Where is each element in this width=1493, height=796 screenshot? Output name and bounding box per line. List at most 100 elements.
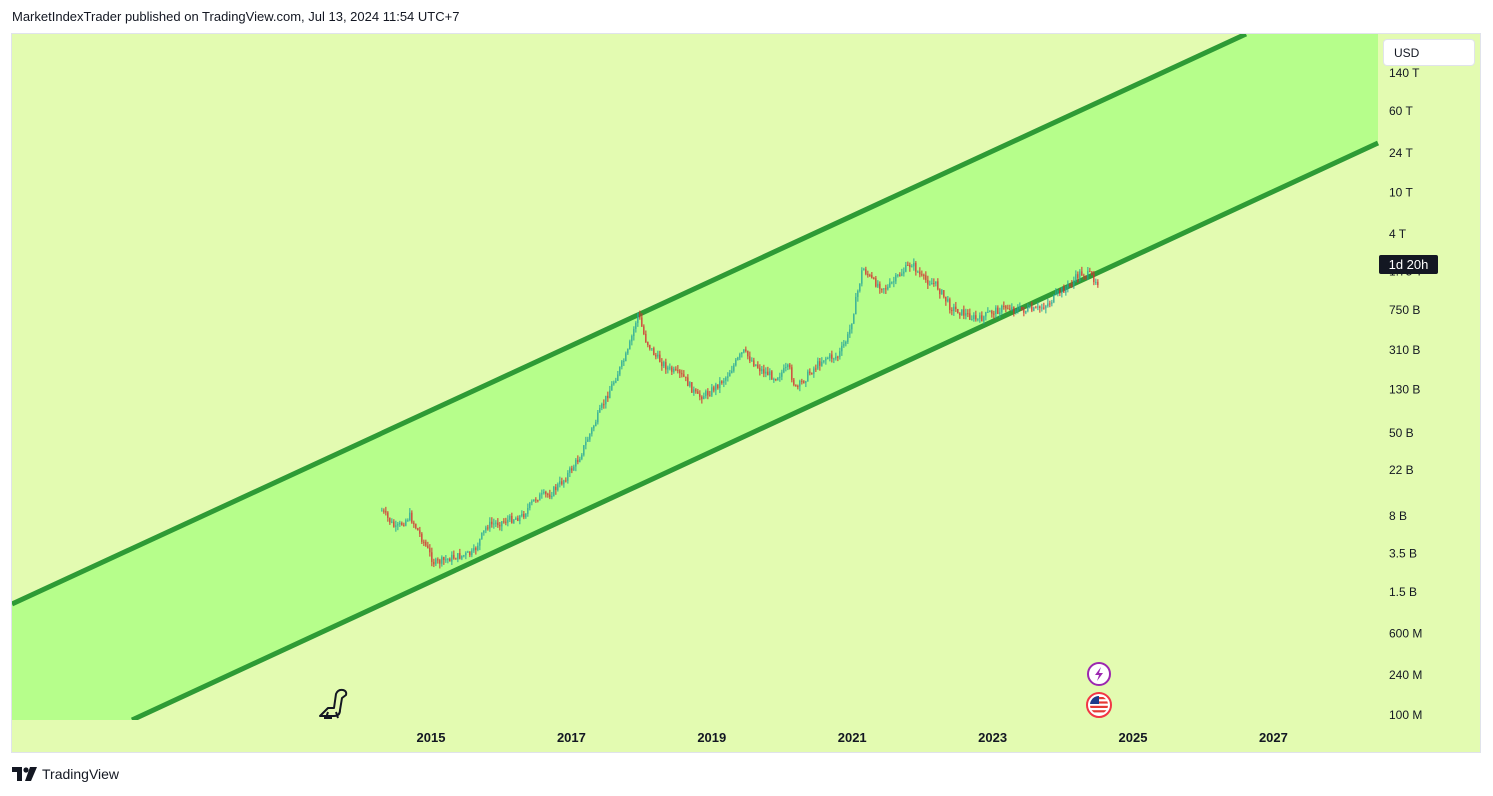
candle-body: [599, 407, 601, 413]
candle-body: [1027, 307, 1029, 311]
candle-body: [915, 262, 917, 272]
candle-body: [731, 370, 733, 373]
candle-body: [1033, 307, 1035, 311]
candle-body: [581, 454, 583, 459]
candle-body: [1011, 307, 1013, 310]
candle-body: [809, 371, 811, 374]
candle-body: [955, 306, 957, 310]
candle-body: [483, 530, 485, 533]
candle-body: [935, 281, 937, 284]
candle-body: [475, 548, 477, 550]
candle-body: [967, 313, 969, 315]
channel-lower-line[interactable]: [130, 140, 1380, 723]
candle-body: [673, 368, 675, 372]
lightning-icon[interactable]: [1087, 662, 1111, 686]
candle-body: [737, 357, 739, 360]
y-tick-label: 8 B: [1389, 509, 1407, 523]
candle-body: [413, 522, 415, 525]
dinosaur-icon[interactable]: [319, 688, 348, 719]
us-flag-icon[interactable]: [1086, 692, 1112, 718]
candle-body: [729, 372, 731, 377]
channel-upper-line[interactable]: [12, 34, 1248, 607]
candle-body: [465, 552, 467, 556]
currency-button[interactable]: USD: [1383, 39, 1475, 66]
candle-body: [825, 358, 827, 361]
candle-body: [427, 545, 429, 548]
candle-body: [869, 274, 871, 276]
candle-body: [489, 521, 491, 529]
candle-body: [997, 307, 999, 314]
candle-body: [655, 355, 657, 357]
candle-body: [817, 361, 819, 369]
candle-body: [883, 288, 885, 290]
candle-body: [1055, 292, 1057, 295]
candle-body: [1087, 270, 1089, 277]
candle-body: [1009, 308, 1011, 310]
candle-body: [477, 545, 479, 550]
candle-body: [383, 510, 385, 512]
candle-body: [403, 524, 405, 526]
candle-body: [897, 274, 899, 276]
candle-body: [437, 559, 439, 561]
y-tick-label: 22 B: [1389, 463, 1414, 477]
candle-body: [811, 373, 813, 375]
candle-body: [461, 555, 463, 559]
candle-body: [717, 384, 719, 389]
candle-body: [561, 481, 563, 485]
candle-body: [607, 395, 609, 399]
candle-body: [939, 289, 941, 295]
candle-body: [1083, 275, 1085, 277]
candle-body: [985, 312, 987, 317]
candle-body: [457, 553, 459, 560]
candle-body: [867, 274, 869, 276]
candle-body: [1075, 274, 1077, 281]
candle-body: [559, 481, 561, 485]
candle-body: [389, 517, 391, 523]
candle-body: [1089, 270, 1091, 272]
candle-body: [539, 494, 541, 501]
candle-body: [1047, 303, 1049, 306]
time-axis[interactable]: [12, 720, 1378, 752]
candle-body: [767, 371, 769, 376]
candle-body: [525, 513, 527, 518]
candle-body: [1059, 290, 1061, 294]
x-tick-label: 2027: [1259, 730, 1288, 745]
candle-body: [503, 521, 505, 523]
candle-body: [789, 364, 791, 368]
candle-body: [911, 266, 913, 268]
candle-body: [631, 336, 633, 342]
candle-body: [1061, 287, 1063, 294]
tradingview-wordmark: TradingView: [42, 766, 120, 782]
candle-body: [971, 319, 973, 321]
candle-body: [397, 524, 399, 526]
candle-body: [823, 360, 825, 362]
candle-body: [571, 468, 573, 471]
candle-body: [399, 522, 401, 525]
candle-body: [899, 274, 901, 276]
candle-body: [591, 428, 593, 434]
candle-body: [545, 491, 547, 494]
candle-body: [1063, 287, 1065, 293]
candle-body: [635, 322, 637, 329]
candle-body: [699, 393, 701, 397]
candle-body: [779, 376, 781, 378]
y-tick-label: 1.5 B: [1389, 585, 1417, 599]
x-tick-label: 2023: [978, 730, 1007, 745]
tradingview-branding[interactable]: TradingView: [12, 766, 119, 782]
candle-body: [861, 270, 863, 284]
candle-body: [923, 274, 925, 276]
candle-body: [521, 513, 523, 516]
bar-countdown-label: 1d 20h: [1379, 255, 1438, 274]
candle-body: [921, 274, 923, 276]
candle-body: [429, 547, 431, 553]
candle-body: [497, 522, 499, 526]
candle-body: [743, 349, 745, 353]
candle-body: [793, 379, 795, 385]
candle-body: [1005, 306, 1007, 309]
candle-body: [481, 532, 483, 539]
candle-body: [917, 271, 919, 273]
candle-body: [659, 354, 661, 363]
candle-body: [501, 521, 503, 527]
